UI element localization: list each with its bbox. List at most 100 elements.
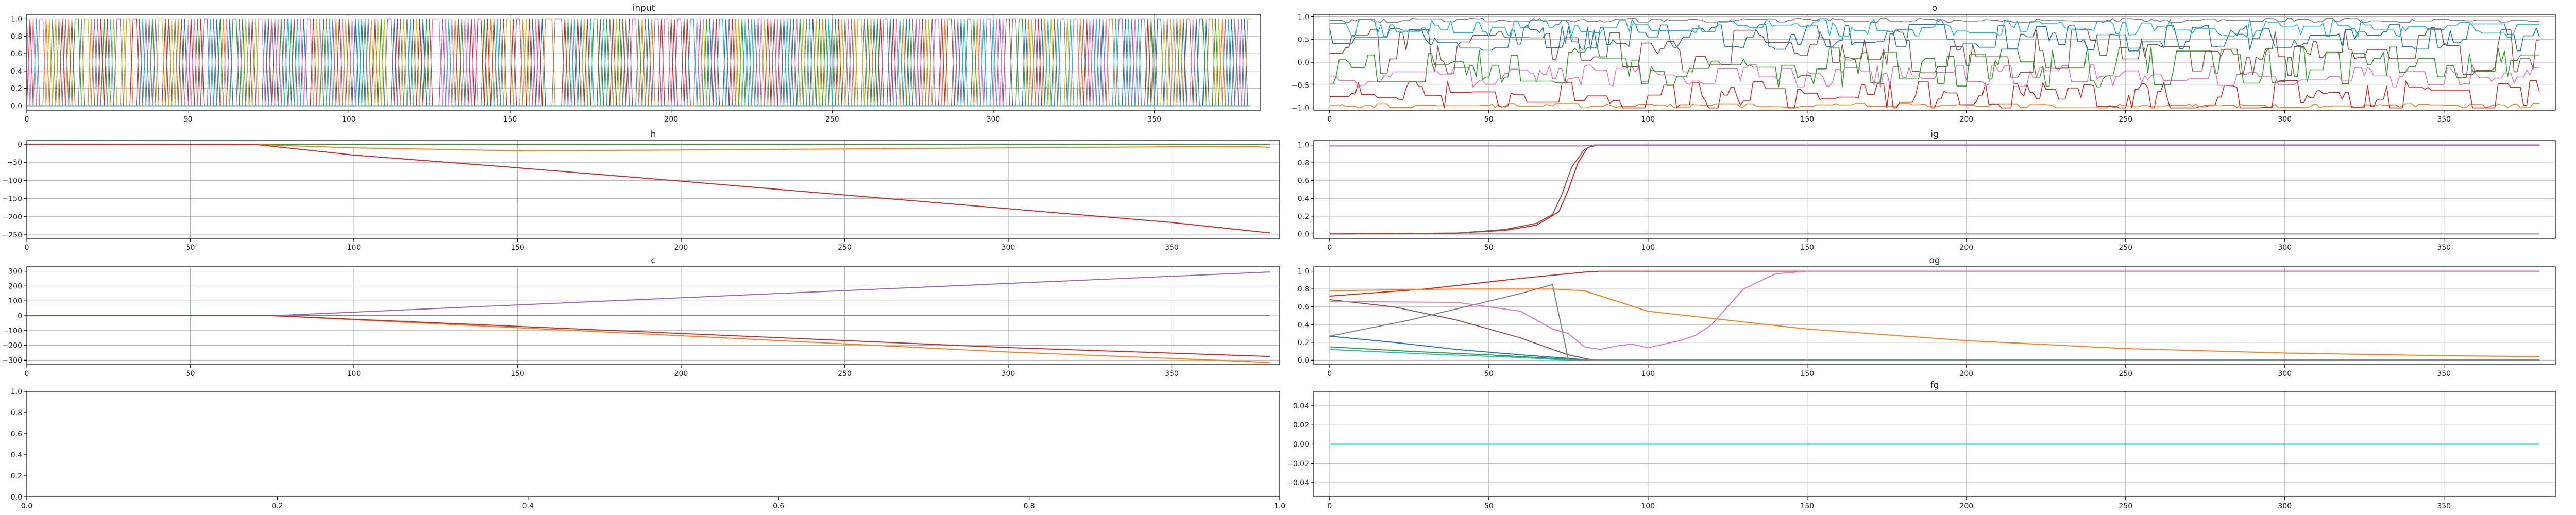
axes-frame: [1313, 266, 2556, 365]
y-tick-label: 0.4: [11, 451, 22, 459]
series-line-1: [27, 18, 1251, 107]
x-tick-label: 200: [664, 115, 678, 124]
y-tick-label: −0.04: [1287, 479, 1309, 487]
y-tick-label: −150: [3, 195, 22, 203]
y-tick-label: −50: [7, 159, 22, 167]
x-tick-label: 350: [2437, 370, 2451, 378]
x-tick-label: 0: [1327, 244, 1332, 252]
x-tick-label: 300: [1002, 244, 1015, 252]
x-tick-label: 0: [25, 370, 29, 378]
x-tick-label: 200: [1959, 244, 1973, 252]
x-tick-label: 350: [1147, 115, 1161, 124]
x-tick-label: 300: [2278, 502, 2292, 510]
series-line-3: [1329, 144, 2540, 147]
x-tick-label: 50: [186, 370, 195, 378]
series-line-2: [1329, 144, 2540, 235]
series-line-2: [1329, 64, 2540, 88]
x-tick-label: 350: [2437, 502, 2451, 510]
y-tick-label: −250: [3, 231, 22, 239]
x-tick-label: 300: [2278, 244, 2292, 252]
x-tick-label: 150: [1800, 244, 1814, 252]
axes-o: 0 50 100 150 200 250 300 350 −1.0 −0.5 0.0 0.5 1.0 o: [1292, 3, 2556, 124]
x-tick-label: 200: [1959, 370, 1973, 378]
x-tick-label: 150: [511, 370, 524, 378]
y-tick-label: 0.6: [11, 50, 22, 58]
y-tick-label: 0.04: [1293, 402, 1309, 410]
axes-input: 0 50 100 150 200 250 300 350 0.0 0.2 0.4 0.6 0.8 1.0 i…: [11, 3, 1261, 124]
x-tick-label: 50: [1484, 370, 1494, 378]
axes-fg: 0 50 100 150 200 250 300 350 0.04 0.02 0.00 −0.02 −0…: [1287, 380, 2556, 510]
y-tick-label: 200: [8, 282, 22, 290]
series-line-6: [27, 18, 1251, 107]
x-tick-label: 350: [1165, 244, 1179, 252]
y-tick-label: 1.0: [1298, 13, 1309, 21]
x-tick-label: 50: [1484, 115, 1494, 124]
x-tick-label: 0.0: [21, 502, 32, 510]
axes-frame: [26, 140, 1280, 239]
x-tick-label: 250: [838, 370, 852, 378]
y-tick-label: 0.8: [1298, 285, 1309, 294]
chart-title-c: c: [651, 255, 655, 266]
y-tick-label: 0.8: [1298, 159, 1309, 167]
x-tick-label: 100: [1641, 115, 1655, 124]
y-tick-label: 0.6: [1298, 177, 1309, 185]
x-tick-label: 150: [511, 244, 524, 252]
axes-ig: 0 50 100 150 200 250 300 350 0.0 0.2 0.4 0.6 0.8 1.0 i…: [1298, 129, 2556, 252]
y-tick-label: 300: [8, 268, 22, 276]
series-line-4: [1329, 28, 2540, 79]
x-tick-label: 250: [825, 115, 839, 124]
chart-title-fg: fg: [1930, 380, 1939, 390]
plot-area-input: [27, 18, 1251, 107]
y-tick-label: 0.00: [1293, 441, 1309, 449]
y-tick-label: 0.8: [11, 409, 22, 417]
x-tick-label: 350: [1165, 370, 1179, 378]
axes-frame: [26, 14, 1261, 111]
plot-area-o: [1329, 18, 2540, 109]
y-tick-label: 0.0: [1298, 356, 1309, 365]
series-line-1: [1329, 288, 2540, 357]
plot-area-c: [27, 271, 1270, 363]
y-tick-label: 1.0: [11, 15, 22, 23]
series-line-4: [27, 18, 1251, 107]
x-tick-label: 100: [1641, 370, 1655, 378]
series-line-3: [27, 18, 1251, 107]
series-line-5: [1329, 23, 2540, 52]
series-line-3: [27, 315, 1270, 363]
plot-area-h: [27, 144, 1270, 234]
series-line-7: [1329, 270, 2540, 350]
x-tick-label: 100: [347, 370, 361, 378]
x-tick-label: 50: [183, 115, 193, 124]
axes-frame: [1313, 391, 2556, 497]
x-tick-label: 100: [1641, 502, 1655, 510]
x-tick-label: 200: [674, 244, 688, 252]
y-tick-label: 0.4: [1298, 321, 1309, 329]
x-tick-label: 1.0: [1274, 502, 1285, 510]
chart-title-o: o: [1932, 3, 1937, 13]
x-tick-label: 200: [1959, 502, 1973, 510]
y-tick-label: 0.4: [11, 67, 22, 76]
y-tick-label: 0.0: [11, 102, 22, 111]
x-tick-label: 250: [2119, 502, 2132, 510]
y-tick-label: 0.0: [1298, 59, 1309, 67]
series-line-7: [27, 18, 1251, 107]
series-line-3: [1329, 46, 2540, 88]
y-tick-label: 0.02: [1293, 421, 1309, 430]
y-tick-label: 0: [18, 312, 22, 320]
series-line-3: [27, 144, 1270, 234]
series-line-0: [27, 271, 1270, 316]
x-tick-label: 200: [1959, 115, 1973, 124]
series-line-1: [1329, 144, 2540, 235]
axes-frame: [1313, 14, 2556, 111]
axes-frame: [1313, 140, 2556, 239]
x-tick-label: 0.4: [522, 502, 534, 510]
axes-og: 0 50 100 150 200 250 300 350 0.0 0.2 0.4 0.6 0.8 1.0 o…: [1298, 255, 2556, 378]
y-tick-label: −100: [3, 177, 22, 185]
series-line-8: [27, 18, 1251, 107]
series-line-2: [27, 18, 1251, 107]
x-tick-label: 250: [2119, 115, 2132, 124]
series-line-6: [1329, 284, 2540, 361]
series-line-2: [1329, 299, 2540, 361]
y-tick-label: 0.0: [11, 493, 22, 502]
y-tick-label: 0: [18, 141, 22, 149]
axes-h: 0 50 100 150 200 250 300 350 0 −50 −100 −150 −200 −25…: [3, 129, 1280, 252]
